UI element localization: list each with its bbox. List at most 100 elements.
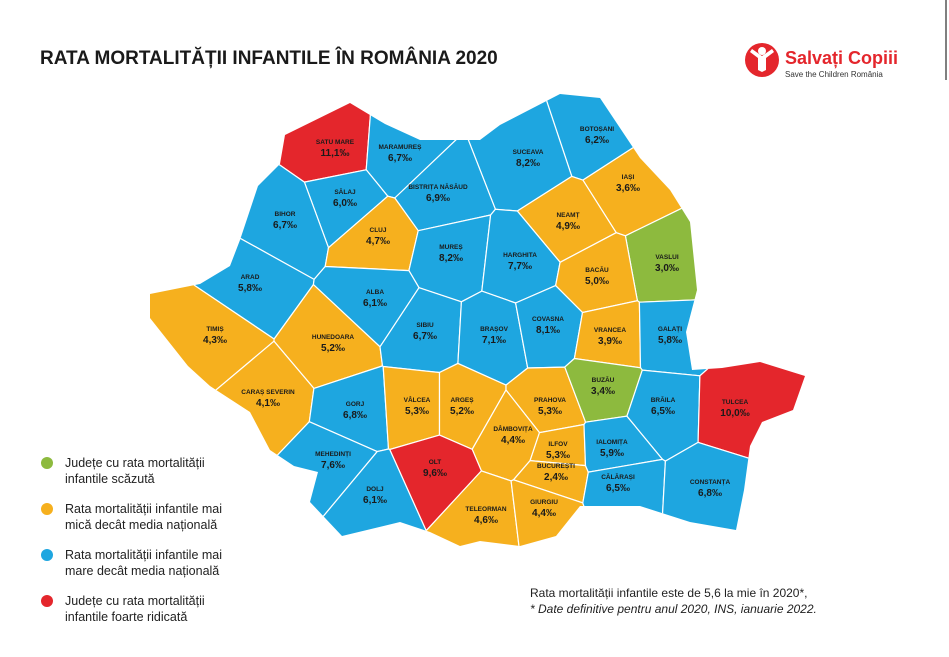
county-value: 3,0‰ [655,263,679,274]
county-value: 4,1‰ [256,398,280,409]
legend-swatch [41,595,53,607]
county-name: SIBIU [416,322,434,329]
legend-swatch [41,549,53,561]
county-value: 6,5‰ [651,406,675,417]
county-name: VÂLCEA [404,395,431,404]
legend-swatch [41,457,53,469]
county-name: CONSTANȚA [690,479,731,486]
county-value: 7,6‰ [321,460,345,471]
county-name: OLT [429,459,442,466]
county-value: 6,5‰ [606,483,630,494]
legend-label: Județe cu rata mortalității [65,456,205,470]
county-value: 7,1‰ [482,335,506,346]
county-value: 6,7‰ [413,331,437,342]
county-value: 5,9‰ [600,448,624,459]
county-name: HARGHITA [503,252,537,259]
county-value: 4,9‰ [556,221,580,232]
legend-label: Rata mortalității infantile mai [65,548,222,562]
county-value: 4,4‰ [501,435,525,446]
county-value: 3,9‰ [598,336,622,347]
county-name: SATU MARE [316,139,355,146]
county-value: 4,3‰ [203,335,227,346]
county-value: 3,6‰ [616,183,640,194]
county-value: 5,8‰ [238,283,262,294]
county-name: BIHOR [275,211,296,218]
footnote-line: Rata mortalității infantile este de 5,6 … [530,586,808,600]
county-name: ILFOV [548,441,568,448]
county-name: GORJ [346,401,365,408]
county-name: TULCEA [722,399,749,406]
county-name: PRAHOVA [534,397,566,404]
county-name: BUCUREȘTI [537,463,575,470]
county-value: 5,2‰ [450,406,474,417]
county-value: 7,7‰ [508,261,532,272]
legend-label: mică decât media națională [65,518,217,532]
county-name: ARGEȘ [450,397,474,404]
county-name: ALBA [366,289,384,296]
footnote-source: * Date definitive pentru anul 2020, INS,… [530,602,817,616]
county-name: COVASNA [532,316,564,323]
county-name: IAȘI [622,174,635,181]
county-name: MEHEDINȚI [315,451,351,458]
legend-label: mare decât media națională [65,564,219,578]
county-name: TIMIȘ [206,326,224,333]
legend-label: Rata mortalității infantile mai [65,502,222,516]
county-value: 6,8‰ [343,410,367,421]
county-value: 6,2‰ [585,135,609,146]
county-value: 8,2‰ [516,158,540,169]
county-name: BRAȘOV [480,326,508,333]
county-value: 6,8‰ [698,488,722,499]
county-name: BRĂILA [651,395,676,404]
legend-label: infantile foarte ridicată [65,610,187,624]
county-name: HUNEDOARA [312,334,355,341]
county-name: CLUJ [370,227,387,234]
county-name: BISTRIȚA NĂSĂUD [408,182,468,191]
page-title: RATA MORTALITĂȚII INFANTILE ÎN ROMÂNIA 2… [40,47,498,69]
county-value: 6,7‰ [388,153,412,164]
county-name: TELEORMAN [465,506,506,513]
county-name: GIURGIU [530,499,558,506]
county-value: 4,7‰ [366,236,390,247]
legend-label: Județe cu rata mortalității [65,594,205,608]
county-name: BOTOȘANI [580,126,614,133]
legend-swatch [41,503,53,515]
county-name: NEAMȚ [556,212,579,219]
county-value: 5,3‰ [538,406,562,417]
county-value: 5,3‰ [546,450,570,461]
county-name: BACĂU [585,265,609,274]
county-value: 3,4‰ [591,386,615,397]
county-name: GALAȚI [658,326,682,333]
legend-label: infantile scăzută [65,472,155,486]
county-name: MARAMUREȘ [379,144,423,151]
county-value: 5,3‰ [405,406,429,417]
county-value: 2,4‰ [544,472,568,483]
county-value: 8,2‰ [439,253,463,264]
county-name: IALOMIȚA [596,439,628,446]
logo-figure-head [758,47,766,55]
logo-tagline: Save the Children România [785,70,883,79]
logo-name: Salvați Copiii [785,48,898,68]
county-value: 4,4‰ [532,508,556,519]
county-value: 6,7‰ [273,220,297,231]
county-value: 5,0‰ [585,276,609,287]
county-name: VRANCEA [594,327,626,334]
county-value: 6,1‰ [363,495,387,506]
county-value: 6,1‰ [363,298,387,309]
county-name: BUZĂU [592,375,615,384]
county-name: MUREȘ [439,244,463,251]
county-value: 5,8‰ [658,335,682,346]
county-value: 5,2‰ [321,343,345,354]
map-labels: SATU MARE 11,1‰ MARAMUREȘ 6,7‰ BOTOȘANI 6,2‰ S… [203,126,750,526]
logo: Salvați Copiii Save the Children România [745,43,898,79]
legend: Județe cu rata mortalității infantile scă… [41,456,222,624]
county-name: ARAD [241,274,260,281]
county-name: SĂLAJ [334,187,356,196]
county-name: CĂLĂRAȘI [601,472,635,481]
county-name: DOLJ [366,486,384,493]
county-name: CARAȘ SEVERIN [241,389,295,396]
logo-figure [750,49,774,72]
county-value: 11,1‰ [321,148,350,159]
county-name: SUCEAVA [513,149,544,156]
county-value: 10,0‰ [720,408,749,419]
county-value: 6,0‰ [333,198,357,209]
